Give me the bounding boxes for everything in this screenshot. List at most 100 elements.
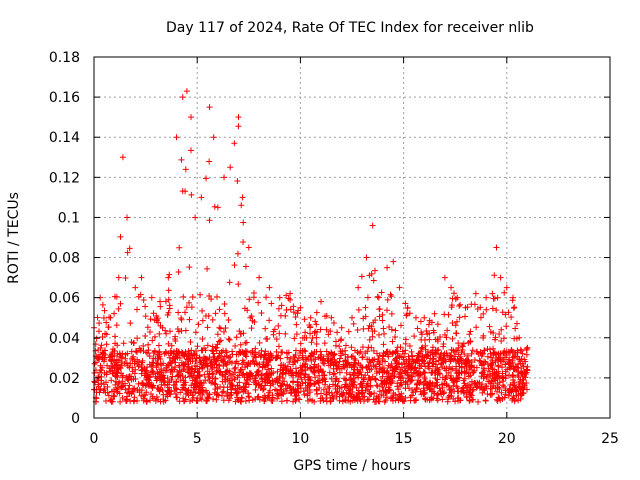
- data-point: [247, 314, 254, 321]
- data-point: [171, 364, 178, 371]
- data-point: [268, 300, 275, 307]
- data-point: [194, 343, 201, 350]
- data-point: [352, 357, 359, 364]
- data-point: [238, 386, 245, 393]
- data-point: [502, 354, 509, 361]
- data-point: [289, 369, 296, 376]
- data-point: [187, 147, 194, 154]
- data-point: [506, 371, 513, 378]
- data-point: [193, 354, 200, 361]
- data-point: [381, 330, 388, 337]
- data-point: [384, 348, 391, 355]
- data-point: [140, 395, 147, 402]
- data-point: [243, 353, 250, 360]
- data-point: [228, 381, 235, 388]
- data-point: [424, 331, 431, 338]
- data-point: [395, 352, 402, 359]
- data-point: [473, 364, 480, 371]
- data-point: [199, 307, 206, 314]
- data-point: [162, 367, 169, 374]
- data-point: [507, 381, 514, 388]
- data-point: [430, 388, 437, 395]
- data-point: [423, 328, 430, 335]
- data-point: [213, 368, 220, 375]
- data-point: [176, 350, 183, 357]
- data-point: [480, 371, 487, 378]
- data-point: [498, 337, 505, 344]
- data-point: [421, 314, 428, 321]
- data-point: [226, 336, 233, 343]
- data-point: [500, 356, 507, 363]
- data-point: [256, 274, 263, 281]
- data-point: [206, 378, 213, 385]
- data-point: [501, 289, 508, 296]
- data-point: [494, 380, 501, 387]
- data-point: [517, 346, 524, 353]
- data-point: [427, 349, 434, 356]
- data-point: [521, 382, 528, 389]
- data-point: [312, 356, 319, 363]
- data-point: [437, 354, 444, 361]
- data-point: [388, 360, 395, 367]
- data-point: [159, 324, 166, 331]
- x-tick-label: 25: [601, 431, 619, 447]
- data-point: [221, 174, 228, 181]
- data-point: [106, 365, 113, 372]
- data-point: [430, 355, 437, 362]
- data-point: [96, 389, 103, 396]
- data-point: [157, 298, 164, 305]
- data-point: [266, 352, 273, 359]
- data-point: [522, 370, 529, 377]
- data-point: [362, 304, 369, 311]
- data-point: [310, 380, 317, 387]
- data-point: [186, 299, 193, 306]
- data-point: [131, 397, 138, 404]
- data-point: [466, 382, 473, 389]
- data-point: [220, 358, 227, 365]
- data-point: [376, 398, 383, 405]
- data-point: [260, 394, 267, 401]
- data-point: [376, 359, 383, 366]
- data-point: [173, 379, 180, 386]
- data-point: [477, 349, 484, 356]
- data-point: [240, 219, 247, 226]
- data-point: [107, 397, 114, 404]
- data-point: [366, 322, 373, 329]
- data-point: [165, 340, 172, 347]
- data-point: [444, 398, 451, 405]
- data-point: [155, 361, 162, 368]
- data-point: [102, 379, 109, 386]
- data-point: [372, 363, 379, 370]
- data-point: [255, 299, 262, 306]
- data-point: [387, 379, 394, 386]
- data-point: [327, 394, 334, 401]
- data-point: [435, 390, 442, 397]
- data-point: [168, 366, 175, 373]
- data-point: [214, 204, 221, 211]
- data-point: [376, 352, 383, 359]
- data-point: [268, 397, 275, 404]
- data-point: [165, 296, 172, 303]
- data-point: [364, 396, 371, 403]
- data-point: [134, 306, 141, 313]
- data-point: [220, 328, 227, 335]
- data-point: [456, 302, 463, 309]
- data-point: [371, 267, 378, 274]
- data-point: [328, 314, 335, 321]
- data-point: [208, 366, 215, 373]
- data-point: [493, 244, 500, 251]
- data-point: [478, 384, 485, 391]
- data-point: [305, 397, 312, 404]
- data-point: [521, 356, 528, 363]
- data-point: [365, 344, 372, 351]
- data-point: [332, 385, 339, 392]
- y-axis-title: ROTI / TECUs: [6, 192, 22, 284]
- data-point: [226, 358, 233, 365]
- data-point: [275, 352, 282, 359]
- data-point: [274, 395, 281, 402]
- data-point: [98, 367, 105, 374]
- data-point: [236, 348, 243, 355]
- data-point: [143, 375, 150, 382]
- data-point: [472, 290, 479, 297]
